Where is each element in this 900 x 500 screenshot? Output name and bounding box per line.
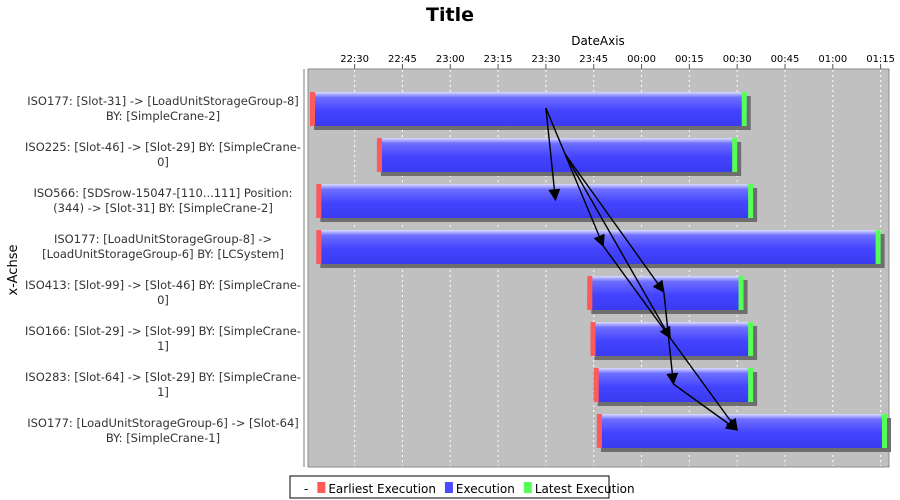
latest-execution-marker (748, 368, 754, 402)
earliest-execution-marker (596, 414, 602, 448)
x-tick-label: 00:45 (771, 54, 800, 65)
category-label: [LoadUnitStorageGroup-6] BY: [LCSystem] (42, 247, 284, 261)
dependency-arrow (545, 107, 605, 248)
latest-execution-marker (732, 138, 738, 172)
chart-title: Title (426, 4, 474, 26)
x-tick-label: 23:45 (579, 54, 608, 65)
category-label: ISO177: [Slot-31] -> [LoadUnitStorageGro… (27, 94, 299, 108)
earliest-execution-marker (310, 92, 315, 126)
category-label: ISO177: [LoadUnitStorageGroup-6] -> [Slo… (27, 416, 299, 430)
legend-swatch (317, 482, 326, 493)
legend-item: - (304, 482, 308, 496)
category-label: 1] (157, 385, 169, 399)
execution-bar (590, 322, 754, 356)
execution-bar (593, 368, 754, 402)
category-label: ISO225: [Slot-46] -> [Slot-29] BY: [Simp… (25, 140, 301, 154)
x-tick-label: 22:30 (340, 54, 369, 65)
latest-execution-marker (748, 322, 754, 356)
category-label: (344) -> [Slot-31] BY: [SimpleCrane-2] (53, 201, 273, 215)
category-label: BY: [SimpleCrane-2] (106, 109, 220, 123)
category-label: ISO177: [LoadUnitStorageGroup-8] -> (54, 232, 272, 246)
legend: - Earliest Execution Execution Latest Execu… (289, 475, 635, 499)
x-tick-label: 01:15 (866, 54, 895, 65)
x-tick-label: 00:15 (675, 54, 704, 65)
execution-bar (310, 92, 747, 126)
earliest-execution-marker (316, 184, 322, 218)
category-label: ISO566: [SDSrow-15047-[110...111] Positi… (33, 186, 292, 200)
task-bars (310, 92, 891, 452)
legend-item: Earliest Execution (328, 482, 436, 496)
earliest-execution-marker (316, 230, 322, 264)
latest-execution-marker (875, 230, 881, 264)
latest-execution-marker (738, 276, 744, 310)
y-axis-label: x-Achse (6, 245, 21, 296)
dependency-arrow (602, 245, 738, 431)
execution-bar (376, 138, 738, 172)
x-tick-label: 23:30 (531, 54, 560, 65)
x-tick-label: 00:30 (723, 54, 752, 65)
earliest-execution-marker (593, 368, 599, 402)
dependency-arrow (545, 107, 561, 202)
dependency-arrow (564, 153, 665, 293)
category-label: 0] (157, 293, 169, 307)
legend-item: Latest Execution (535, 482, 635, 496)
dependency-arrow (663, 291, 679, 386)
category-label: ISO283: [Slot-64] -> [Slot-29] BY: [Simp… (25, 370, 301, 384)
latest-execution-marker (741, 92, 747, 126)
x-axis-ticks: 22:30 22:45 23:00 23:15 23:30 23:45 00:00 00:15… (340, 54, 895, 69)
x-tick-label: 01:00 (818, 54, 847, 65)
x-tick-label: 23:00 (436, 54, 465, 65)
legend-swatch (444, 482, 453, 493)
x-tick-label: 00:00 (627, 54, 656, 65)
earliest-execution-marker (590, 322, 596, 356)
category-label: 1] (157, 339, 169, 353)
latest-execution-marker (882, 414, 887, 448)
dependency-arrow (673, 383, 739, 431)
category-label: ISO413: [Slot-99] -> [Slot-46] BY: [Simp… (25, 278, 301, 292)
execution-bar (596, 414, 887, 448)
category-label: ISO166: [Slot-29] -> [Slot-99] BY: [Simp… (25, 324, 301, 338)
latest-execution-marker (748, 184, 754, 218)
dependency-arrows (545, 107, 739, 431)
x-tick-label: 22:45 (388, 54, 417, 65)
earliest-execution-marker (587, 276, 593, 310)
x-axis-label: DateAxis (571, 34, 625, 48)
legend-swatch (523, 482, 532, 493)
execution-bar (316, 184, 754, 218)
earliest-execution-marker (376, 138, 382, 172)
dependency-arrow (564, 153, 671, 340)
category-labels: ISO177: [Slot-31] -> [LoadUnitStorageGro… (25, 94, 301, 445)
x-tick-label: 23:15 (484, 54, 513, 65)
legend-item: Execution (456, 482, 515, 496)
category-label: 0] (157, 155, 169, 169)
category-label: BY: [SimpleCrane-1] (106, 431, 220, 445)
